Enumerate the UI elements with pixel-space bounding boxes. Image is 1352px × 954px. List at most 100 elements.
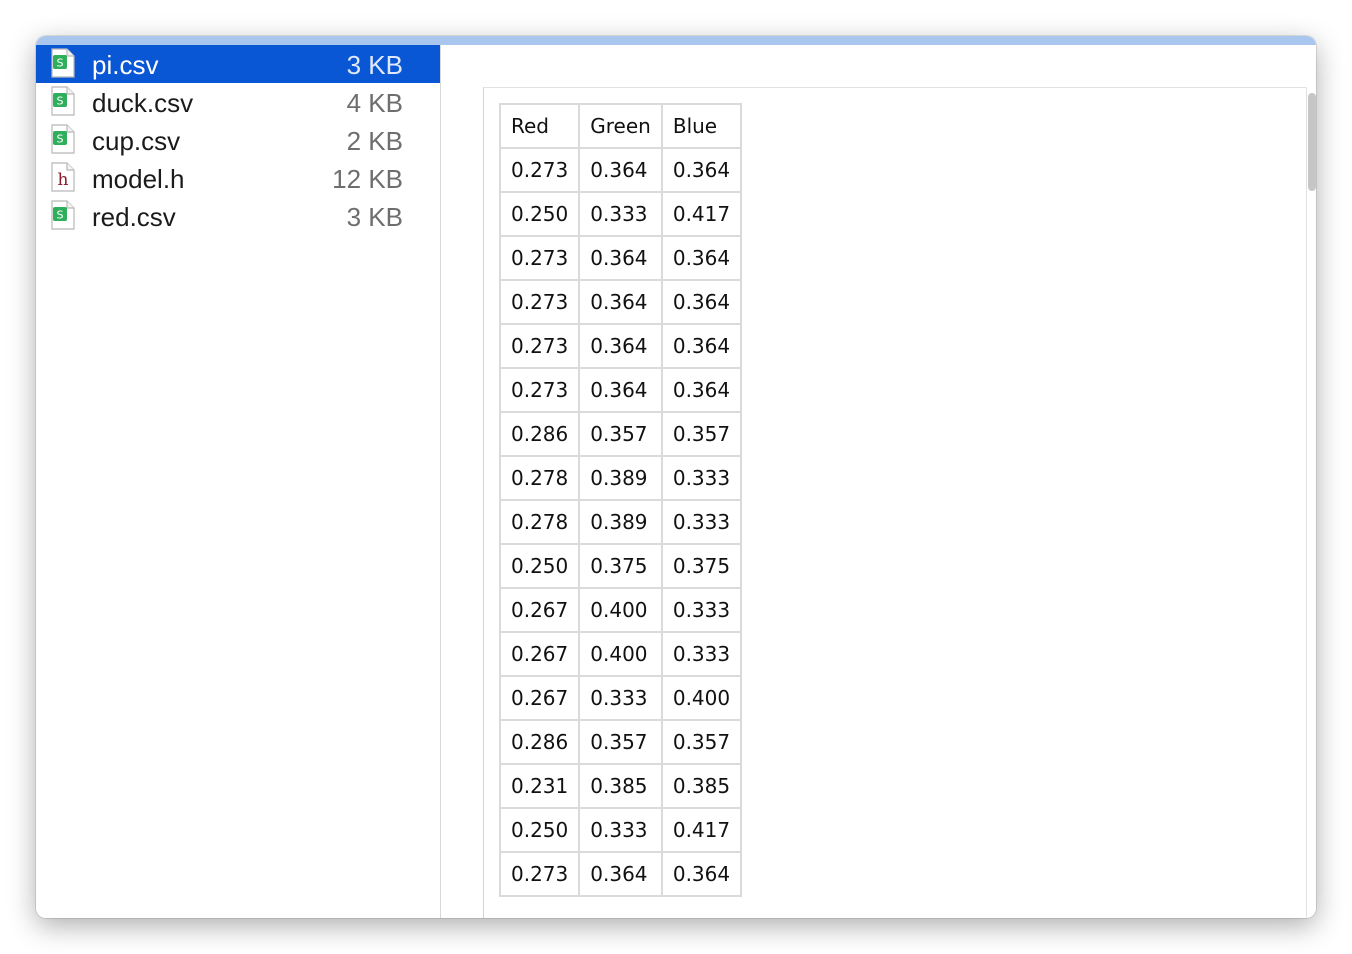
spreadsheet-icon: S <box>51 48 75 78</box>
file-size: 3 KB <box>346 50 403 80</box>
cell-blue: 0.333 <box>660 587 743 633</box>
cell-blue: 0.357 <box>660 719 743 765</box>
cell-green: 0.364 <box>578 323 663 369</box>
column-header-blue: Blue <box>660 103 743 149</box>
cell-green: 0.400 <box>578 631 663 677</box>
cell-red: 0.267 <box>498 675 581 721</box>
table-row: 0.250 0.333 0.417 <box>498 807 743 853</box>
cell-blue: 0.417 <box>660 807 743 853</box>
table-row: 0.250 0.333 0.417 <box>498 191 743 237</box>
file-name: cup.csv <box>92 126 181 156</box>
csv-preview-sheet: Red Green Blue 0.273 0.364 0.364 0.250 0.333… <box>483 87 1307 918</box>
cell-red: 0.273 <box>498 323 581 369</box>
svg-text:S: S <box>57 57 64 70</box>
cell-green: 0.333 <box>578 807 663 853</box>
file-size: 3 KB <box>346 202 403 232</box>
cell-green: 0.364 <box>578 147 663 193</box>
cell-blue: 0.364 <box>660 235 743 281</box>
cell-blue: 0.357 <box>660 411 743 457</box>
table-row: 0.278 0.389 0.333 <box>498 455 743 501</box>
svg-text:h: h <box>58 170 69 190</box>
column-header-green: Green <box>578 103 663 149</box>
cell-green: 0.385 <box>578 763 663 809</box>
table-row: 0.267 0.333 0.400 <box>498 675 743 721</box>
svg-text:S: S <box>57 209 64 222</box>
cell-blue: 0.364 <box>660 279 743 325</box>
cell-blue: 0.417 <box>660 191 743 237</box>
table-row: 0.273 0.364 0.364 <box>498 279 743 325</box>
window-top-bar <box>36 36 1316 45</box>
header-file-icon: h <box>51 162 75 192</box>
table-row: 0.273 0.364 0.364 <box>498 323 743 369</box>
file-size: 12 KB <box>332 164 403 194</box>
csv-table: Red Green Blue 0.273 0.364 0.364 0.250 0.333… <box>498 103 743 897</box>
cell-blue: 0.364 <box>660 323 743 369</box>
svg-text:S: S <box>57 133 64 146</box>
cell-green: 0.364 <box>578 367 663 413</box>
cell-red: 0.286 <box>498 719 581 765</box>
table-row: 0.273 0.364 0.364 <box>498 235 743 281</box>
cell-red: 0.286 <box>498 411 581 457</box>
file-name: model.h <box>92 164 185 194</box>
file-size: 2 KB <box>346 126 403 156</box>
table-row: 0.286 0.357 0.357 <box>498 411 743 457</box>
spreadsheet-icon: S <box>51 124 75 154</box>
file-name: red.csv <box>92 202 176 232</box>
file-name: pi.csv <box>92 50 159 80</box>
table-row: 0.231 0.385 0.385 <box>498 763 743 809</box>
table-row: 0.273 0.364 0.364 <box>498 851 743 897</box>
cell-green: 0.400 <box>578 587 663 633</box>
cell-red: 0.273 <box>498 367 581 413</box>
cell-red: 0.250 <box>498 807 581 853</box>
cell-red: 0.273 <box>498 279 581 325</box>
cell-green: 0.333 <box>578 675 663 721</box>
table-row: 0.267 0.400 0.333 <box>498 587 743 633</box>
cell-blue: 0.375 <box>660 543 743 589</box>
cell-blue: 0.364 <box>660 851 743 897</box>
table-header-row: Red Green Blue <box>498 103 743 149</box>
cell-blue: 0.333 <box>660 455 743 501</box>
table-row: 0.286 0.357 0.357 <box>498 719 743 765</box>
cell-red: 0.273 <box>498 235 581 281</box>
cell-green: 0.389 <box>578 455 663 501</box>
table-row: 0.273 0.364 0.364 <box>498 147 743 193</box>
cell-red: 0.231 <box>498 763 581 809</box>
cell-green: 0.357 <box>578 719 663 765</box>
table-row: 0.250 0.375 0.375 <box>498 543 743 589</box>
cell-blue: 0.364 <box>660 147 743 193</box>
cell-red: 0.250 <box>498 191 581 237</box>
file-row[interactable]: h model.h 12 KB <box>36 159 440 197</box>
cell-green: 0.364 <box>578 851 663 897</box>
cell-blue: 0.364 <box>660 367 743 413</box>
cell-blue: 0.333 <box>660 499 743 545</box>
column-header-red: Red <box>498 103 581 149</box>
cell-green: 0.375 <box>578 543 663 589</box>
cell-green: 0.389 <box>578 499 663 545</box>
cell-red: 0.273 <box>498 147 581 193</box>
cell-green: 0.364 <box>578 235 663 281</box>
preview-scrollbar[interactable] <box>1308 93 1316 191</box>
cell-red: 0.273 <box>498 851 581 897</box>
spreadsheet-icon: S <box>51 86 75 116</box>
cell-green: 0.333 <box>578 191 663 237</box>
file-size: 4 KB <box>346 88 403 118</box>
file-name: duck.csv <box>92 88 194 118</box>
spreadsheet-icon: S <box>51 200 75 230</box>
table-row: 0.273 0.364 0.364 <box>498 367 743 413</box>
svg-text:S: S <box>57 95 64 108</box>
cell-blue: 0.333 <box>660 631 743 677</box>
cell-green: 0.364 <box>578 279 663 325</box>
cell-red: 0.250 <box>498 543 581 589</box>
file-preview-pane: Red Green Blue 0.273 0.364 0.364 0.250 0.333… <box>441 45 1316 918</box>
cell-green: 0.357 <box>578 411 663 457</box>
cell-red: 0.278 <box>498 499 581 545</box>
table-row: 0.278 0.389 0.333 <box>498 499 743 545</box>
cell-red: 0.278 <box>498 455 581 501</box>
table-row: 0.267 0.400 0.333 <box>498 631 743 677</box>
